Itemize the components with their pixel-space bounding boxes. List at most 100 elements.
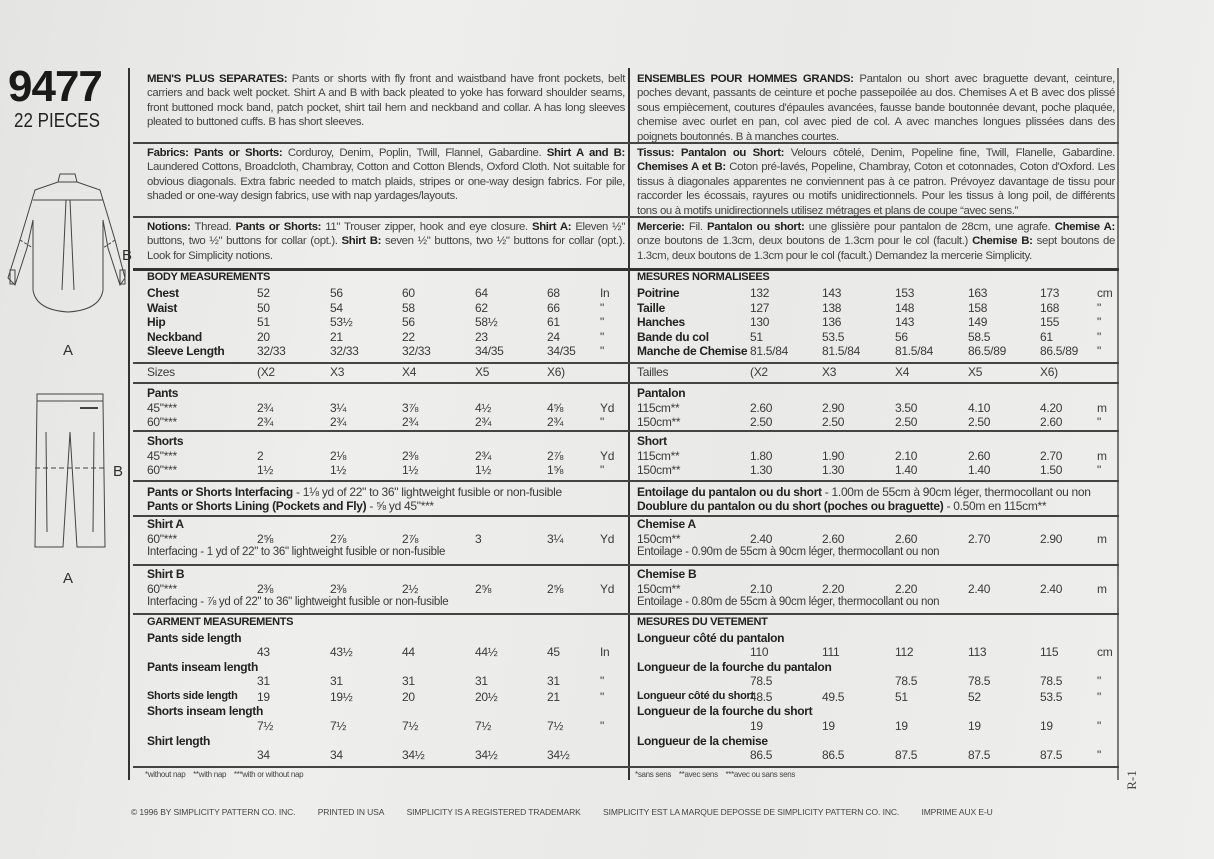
measurement-value: 1.90 (822, 449, 845, 463)
text-segment: Pantalon ou short: (707, 221, 809, 233)
text-segment: onze boutons de 1.3cm, deux boutons de 1… (637, 235, 973, 248)
view-label-b-pants: B (113, 463, 124, 480)
text-segment: Eleven ½" buttons, two ½" buttons for co… (147, 221, 626, 248)
measurement-value: 130 (750, 315, 770, 329)
footer-printed: PRINTED IN USA (317, 807, 385, 817)
unit-label: " (600, 415, 604, 429)
row-label: Chest (147, 286, 179, 300)
size-label: (X2 (750, 365, 768, 379)
row-label: Sleeve Length (147, 344, 225, 358)
measurement-value: 43 (257, 645, 270, 659)
measurement-value: 2¾ (547, 415, 564, 429)
measurement-value: 3.50 (895, 401, 918, 415)
measurement-value: 112 (895, 645, 914, 659)
measurement-value: 34/35 (547, 344, 576, 358)
unit-label: " (600, 300, 604, 315)
view-label-b-shirt: B (122, 247, 133, 264)
measurement-value: 2.60 (822, 532, 845, 546)
measurement-value: 1⅝ (547, 463, 564, 477)
row-label: Shorts side length (147, 690, 238, 702)
measurement-value: 19 (968, 719, 981, 733)
measurement-value: 19 (750, 719, 763, 733)
lining-text: Doublure du pantalon ou du short (poches… (637, 499, 1047, 513)
row-label: Neckband (147, 329, 202, 344)
measurement-value: 44½ (475, 645, 498, 659)
measurement-value: 7½ (547, 719, 564, 733)
measurement-value: 1.80 (750, 449, 773, 463)
measurement-value: 52 (968, 690, 981, 704)
fabrics-text: Tissus: Pantalon ou Short: Velours côtel… (637, 146, 1115, 218)
row-label: Shirt length (147, 734, 211, 748)
measurement-value: 2.50 (822, 415, 845, 429)
measurement-value: 173 (1040, 286, 1060, 300)
measurement-value: 81.5/84 (822, 344, 860, 358)
measurement-value: 2.70 (1040, 449, 1063, 463)
measurement-value: 48.5 (750, 690, 773, 704)
measurement-value: 53.5 (1040, 690, 1063, 704)
row-label: 60"*** (147, 532, 177, 546)
measurement-value: 86.5 (822, 748, 845, 762)
footer-trademark-fr: SIMPLICITY EST LA MARQUE DEPOSSE DE SIMP… (603, 807, 900, 817)
text-segment: Shirt A and B: (546, 147, 626, 159)
measurement-value: 58 (402, 300, 415, 315)
unit-label: cm (1097, 645, 1113, 659)
text-segment: Velours côtelé, Denim, Popeline fine, Tw… (790, 147, 1116, 159)
divider-line (133, 766, 629, 768)
measurement-value: 7½ (402, 719, 419, 733)
divider-line (623, 766, 1119, 768)
size-label: X4 (402, 365, 417, 379)
measurement-value: 87.5 (968, 748, 991, 762)
unit-label: " (1097, 463, 1101, 477)
unit-label: " (1097, 690, 1101, 704)
measurement-value: 2⅛ (330, 449, 347, 463)
text-segment: Fabrics: Pants or Shorts: (147, 147, 288, 159)
measurement-value: 78.5 (1040, 674, 1063, 688)
text-segment: Mercerie: (637, 221, 689, 233)
row-label: Manche de Chemise (637, 344, 748, 358)
text-segment: - 1⅛ yd of 22" to 36" lightweight fusibl… (292, 485, 562, 499)
measurement-value: 19 (1040, 719, 1053, 733)
row-label: Hip (147, 315, 166, 329)
measurement-value: 51 (895, 690, 908, 704)
size-label: X5 (968, 365, 983, 379)
measurement-value: 132 (750, 286, 770, 300)
text-segment: Pantalon ou short avec braguette devant,… (637, 73, 1115, 143)
measurement-value: 4.10 (968, 401, 991, 415)
section-heading: Chemise A (637, 517, 696, 531)
measurement-value: 2½ (402, 582, 419, 596)
measurement-value: 64 (475, 286, 488, 300)
footer-copyright: © 1996 BY SIMPLICITY PATTERN CO. INC. (131, 807, 296, 817)
row-label: 150cm** (637, 415, 681, 429)
unit-label: " (600, 719, 604, 733)
text-segment: Doublure du pantalon ou du short (poches… (637, 499, 944, 513)
measurement-value: 86.5 (750, 748, 773, 762)
measurement-value: 1.30 (822, 463, 845, 477)
measurement-value: 45 (547, 645, 560, 659)
measurement-value: 66 (547, 300, 560, 315)
unit-label: Yd (600, 449, 615, 463)
measurement-value: 2¾ (475, 415, 492, 429)
measurement-value: 56 (895, 329, 908, 344)
measurement-value: 2.60 (895, 532, 918, 546)
measurement-value: 23 (475, 329, 488, 344)
section-heading: Shirt A (147, 517, 184, 531)
measurement-value: 2¾ (257, 415, 274, 429)
unit-label: Yd (600, 582, 615, 596)
measurement-value: 81.5/84 (750, 344, 788, 358)
measurement-value: 2.40 (1040, 582, 1063, 596)
measurement-value: 81.5/84 (895, 344, 933, 358)
measurement-value: 136 (822, 315, 842, 329)
text-segment: Pants or shorts with fly front and waist… (147, 73, 626, 129)
section-heading: GARMENT MEASUREMENTS (147, 616, 294, 628)
measurement-value: 2.60 (1040, 415, 1063, 429)
measurement-value: 2⅞ (547, 449, 564, 463)
measurement-value: 34½ (475, 748, 498, 762)
text-segment: une glissière pour pantalon de 28cm, une… (808, 221, 1055, 233)
measurement-value: 2.60 (968, 449, 991, 463)
size-label: X6) (1040, 365, 1058, 379)
measurement-value: 86.5/89 (1040, 344, 1078, 358)
unit-label: m (1097, 582, 1107, 596)
unit-label: m (1097, 532, 1107, 546)
text-segment: Coton pré-lavés, Popeline, Chambray, Cot… (637, 161, 1115, 217)
measurement-value: 7½ (330, 719, 347, 733)
